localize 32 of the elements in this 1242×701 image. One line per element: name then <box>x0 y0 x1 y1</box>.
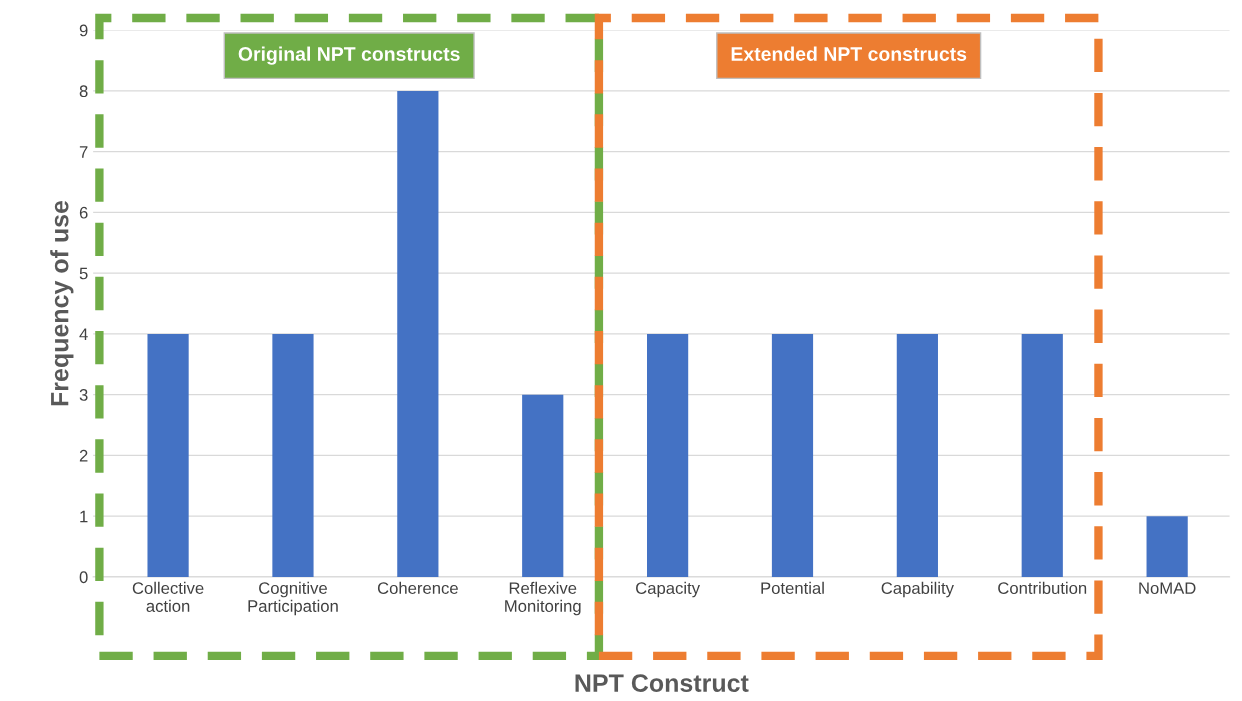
bar <box>522 394 564 577</box>
y-tick-label: 4 <box>79 328 88 340</box>
y-tick-label: 9 <box>79 24 88 37</box>
band-label: Extended NPT constructs <box>731 46 967 61</box>
y-tick-label: 6 <box>79 206 88 219</box>
bar <box>896 333 938 577</box>
x-tick-label: Collective action <box>132 581 204 612</box>
y-tick-label: 0 <box>79 571 88 584</box>
y-tick-label: 8 <box>79 85 88 98</box>
y-tick-label: 3 <box>79 389 88 401</box>
band-label: Original NPT constructs <box>238 46 460 65</box>
bar <box>1021 333 1063 577</box>
y-tick-label: 2 <box>79 449 88 462</box>
x-tick-label: NoMAD <box>1139 582 1196 595</box>
bar <box>272 333 314 577</box>
x-tick-label: Reflexive Monitoring <box>505 581 581 616</box>
y-tick-label: 7 <box>79 146 88 158</box>
x-tick-label: Contribution <box>998 581 1087 595</box>
bar <box>147 333 189 577</box>
x-axis-title: NPT Construct <box>575 674 749 692</box>
bar <box>771 333 814 577</box>
y-axis-title: Frequency of use <box>50 200 74 406</box>
y-tick-label: 1 <box>80 510 88 523</box>
x-tick-label: Coherence <box>377 581 458 595</box>
bar <box>647 333 689 577</box>
x-tick-label: Capacity <box>636 581 700 598</box>
x-tick-label: Potential <box>761 581 824 595</box>
x-tick-label: Cognitive Participation <box>248 581 338 616</box>
bar <box>1146 516 1188 577</box>
bar <box>397 90 439 577</box>
x-tick-label: Capability <box>881 581 954 598</box>
y-tick-label: 5 <box>79 267 88 280</box>
